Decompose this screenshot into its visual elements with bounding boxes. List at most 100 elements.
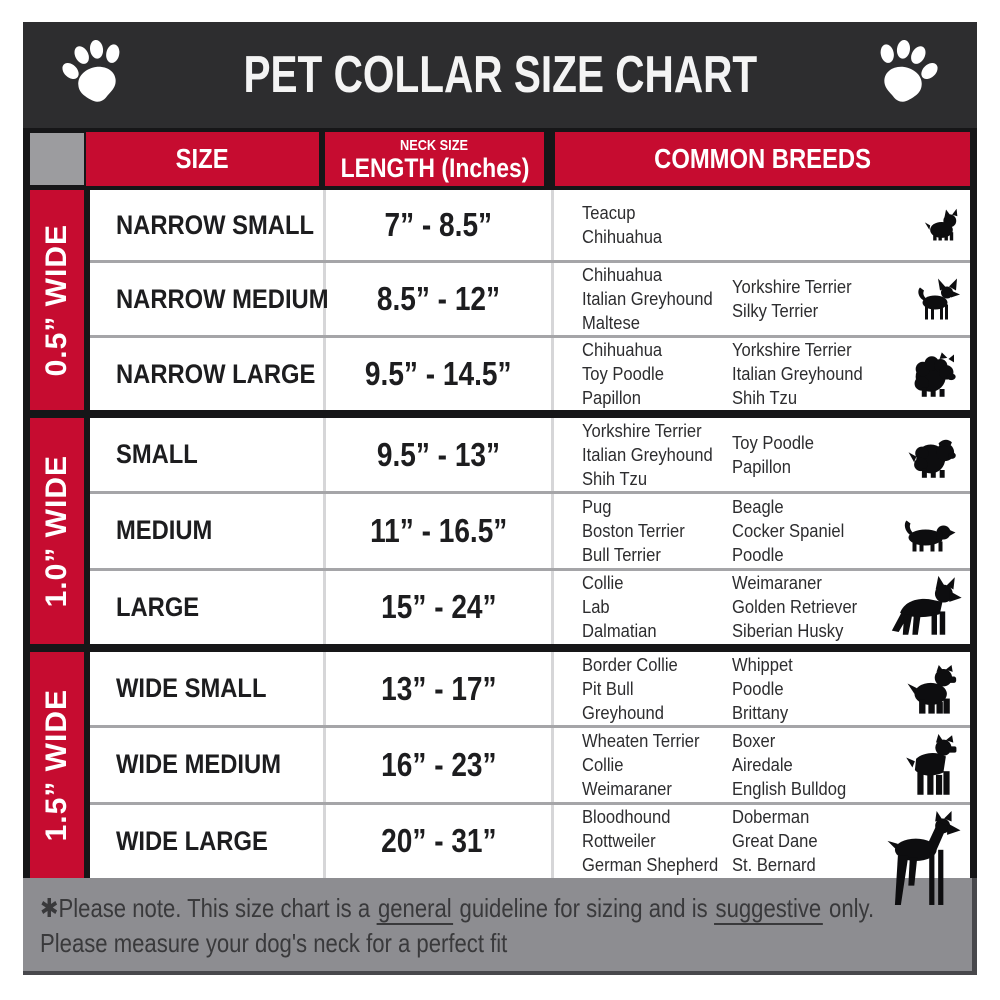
breed-name: Bloodhound [582,807,671,828]
breed-name: Cocker Spaniel [732,520,845,541]
breed-name: Chihuahua [582,265,663,285]
breed-name: Rottweiler [582,831,656,852]
breed-name: Papillon [732,456,791,477]
neck-length-cell: 11” - 16.5” [326,494,551,567]
page-title: PET COLLAR SIZE CHART [243,46,757,104]
breed-name: Golden Retriever [732,597,858,618]
footer-note: ✱Please note. This size chart is a gener… [23,878,977,975]
neck-length-cell: 15” - 24” [326,571,551,644]
breeds-column-1: Bloodhound Rottweiler German Shepherd [582,805,732,877]
width-label: 0.5” WIDE [40,223,73,377]
breed-name: Collie [582,573,624,594]
german-shepherd-icon [886,575,962,640]
column-header-neck-sublabel: NECK SIZE [400,136,469,154]
breeds-cell: Teacup Chihuahua [554,190,970,260]
corner-cell [30,133,84,185]
breeds-cell: Bloodhound Rottweiler German Shepherd Dober… [554,805,970,878]
beagle-icon [894,508,962,553]
column-divider [551,494,554,568]
footer-underlined-word: suggestive [713,893,823,925]
neck-length-value: 7” - 8.5” [384,206,493,243]
breed-name: Toy Poodle [582,364,664,384]
breeds-column-2: Boxer Airedale English Bulldog [732,729,904,801]
chihuahua-icon [912,277,962,322]
breeds-cell: Chihuahua Italian Greyhound Maltese Yorkshi… [554,263,970,335]
neck-length-cell: 13” - 17” [326,652,551,725]
breed-name: Poodle [732,678,784,699]
breed-name: Beagle [732,496,784,517]
column-divider [323,570,326,644]
row-divider [90,801,970,805]
breed-name: Toy Poodle [732,432,814,453]
breed-name: Airedale [732,754,793,775]
neck-length-cell: 9.5” - 14.5” [326,338,551,410]
breed-name: Weimaraner [732,573,822,594]
column-divider [323,190,326,260]
breeds-column-2: Yorkshire Terrier Italian Greyhound Shih T… [732,338,904,410]
yorkie-icon [924,208,962,242]
footer-text-part: guideline for sizing and is [453,893,714,923]
neck-length-cell: 20” - 31” [326,805,551,878]
size-label: NARROW LARGE [116,358,316,389]
table-row: WIDE MEDIUM 16” - 23” Wheaten Terrier Colli… [90,728,970,802]
neck-length-value: 20” - 31” [380,822,497,860]
column-divider [323,494,326,568]
footer-note-line2: Please measure your dog's neck for a per… [40,928,508,958]
breed-name: Italian Greyhound [582,444,713,465]
row-divider [90,725,970,729]
column-divider [323,418,326,492]
table-header-row: SIZE NECK SIZE LENGTH (Inches) COMMON BR… [23,128,977,190]
breeds-cell: Border Collie Pit Bull Greyhound Whippet Poo… [554,652,970,725]
breeds-column-1: Pug Boston Terrier Bull Terrier [582,495,732,567]
breeds-column-1: Chihuahua Toy Poodle Papillon [582,338,732,410]
size-cell: NARROW MEDIUM [90,263,329,335]
width-label: 1.0” WIDE [40,454,73,608]
breed-name: Yorkshire Terrier [732,340,852,360]
column-divider [551,728,554,802]
breed-name: Italian Greyhound [582,289,713,309]
size-label: LARGE [116,591,200,622]
column-divider [323,728,326,802]
pomeranian-icon [906,349,962,399]
table-row: WIDE LARGE 20” - 31” Bloodhound Rottweiler G… [90,804,970,878]
size-label: SMALL [116,439,198,470]
group-rows: NARROW SMALL 7” - 8.5” Teacup Chihuahua NARR… [90,190,970,410]
neck-length-cell: 8.5” - 12” [326,263,551,335]
neck-length-value: 15” - 24” [380,588,497,626]
column-header-breeds: COMMON BREEDS [555,132,970,186]
breed-name: Shih Tzu [732,388,798,408]
breeds-cell: Collie Lab Dalmatian Weimaraner Golden Retri… [554,571,970,644]
breed-name: Brittany [732,702,789,723]
breed-name: Teacup [582,203,636,223]
breed-name: Lab [582,597,610,618]
column-divider [551,804,554,878]
column-divider [551,570,554,644]
size-cell: NARROW LARGE [90,338,323,410]
neck-length-value: 9.5” - 13” [376,435,501,473]
size-cell: WIDE SMALL [90,652,323,725]
breed-name: Dalmatian [582,621,657,642]
row-divider [90,335,970,338]
breeds-column-2: Yorkshire Terrier Silky Terrier [732,275,904,323]
column-header-size: SIZE [86,132,319,186]
boxer-icon [900,732,962,797]
column-divider [323,804,326,878]
size-cell: LARGE [90,571,323,644]
table-row: NARROW SMALL 7” - 8.5” Teacup Chihuahua [90,190,970,260]
breed-name: Siberian Husky [732,621,844,642]
column-divider [551,338,554,410]
table-row: WIDE SMALL 13” - 17” Border Collie Pit Bull… [90,652,970,726]
neck-length-value: 13” - 17” [380,669,497,707]
width-group: 1.5” WIDE WIDE SMALL 13” - 17” Border Colli… [23,652,977,878]
width-group: 0.5” WIDE NARROW SMALL 7” - 8.5” Teacup Chih… [23,190,977,410]
footer-underlined-word: general [376,893,454,925]
size-cell: MEDIUM [90,494,323,567]
breed-name: Wheaten Terrier [582,730,700,751]
table-row: SMALL 9.5” - 13” Yorkshire Terrier Italian … [90,418,970,492]
breeds-column-2: Toy Poodle Papillon [732,431,904,479]
column-divider [323,263,326,335]
size-label: WIDE SMALL [116,673,267,704]
breeds-column-1: Border Collie Pit Bull Greyhound [582,653,732,725]
breed-name: Papillon [582,388,641,408]
size-cell: WIDE MEDIUM [90,728,323,801]
